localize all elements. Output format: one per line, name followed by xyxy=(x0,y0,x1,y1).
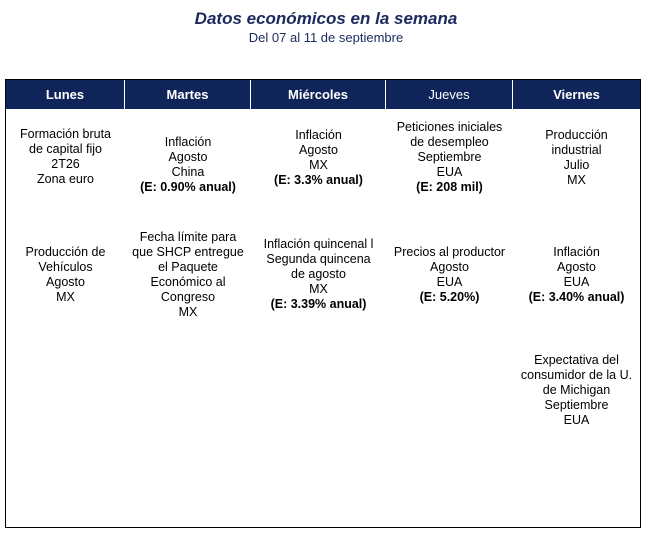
event-line: Producción xyxy=(545,128,608,142)
event-line: Agosto xyxy=(430,260,469,274)
event-line: China xyxy=(171,165,205,179)
header-lunes: Lunes xyxy=(6,80,125,109)
event-line: MX xyxy=(178,305,198,319)
event-line: EUA xyxy=(436,165,463,179)
event-line: MX xyxy=(567,173,586,187)
event-line: Precios al productor xyxy=(393,245,506,259)
event-viernes-1: Producción industrial Julio MX xyxy=(513,128,640,188)
event-line: de desempleo xyxy=(410,135,489,149)
header-martes: Martes xyxy=(125,80,251,109)
event-line: Congreso xyxy=(160,290,216,304)
event-estimate: (E: 0.90% anual) xyxy=(140,180,236,194)
page-subtitle: Del 07 al 11 de septiembre xyxy=(248,30,404,45)
event-line: Julio xyxy=(563,158,590,172)
event-line: MX xyxy=(309,282,328,296)
event-jueves-2: Precios al productor Agosto EUA (E: 5.20… xyxy=(386,245,513,305)
event-line: Agosto xyxy=(168,150,208,164)
event-estimate: (E: 3.39% anual) xyxy=(270,297,367,311)
event-line: EUA xyxy=(563,275,590,289)
page-title: Datos económicos en la semana xyxy=(194,9,458,28)
event-estimate: (E: 3.3% anual) xyxy=(274,173,363,187)
event-miercoles-1: Inflación Agosto MX (E: 3.3% anual) xyxy=(251,128,386,188)
event-line: MX xyxy=(309,158,328,172)
event-lunes-2: Producción de Vehículos Agosto MX xyxy=(6,245,125,305)
event-line: EUA xyxy=(436,275,463,289)
event-line: Formación bruta xyxy=(19,127,111,141)
header-viernes: Viernes xyxy=(553,87,600,102)
event-viernes-2: Inflación Agosto EUA (E: 3.40% anual) xyxy=(513,245,640,305)
event-line: Inflación xyxy=(295,128,342,142)
event-line: Inflación xyxy=(553,245,600,259)
event-martes-2: Fecha límite para que SHCP entregue el P… xyxy=(125,230,251,320)
event-line: industrial xyxy=(551,143,602,157)
event-line: de agosto xyxy=(291,267,346,281)
event-line: Económico al xyxy=(150,275,226,289)
event-lunes-1: Formación bruta de capital fijo 2T26 Zon… xyxy=(6,127,125,187)
event-line: de capital fijo xyxy=(29,142,102,156)
event-line: de Michigan xyxy=(542,383,611,397)
event-line: 2T26 xyxy=(51,157,80,171)
event-line: Peticiones iniciales xyxy=(396,120,503,134)
event-line: Expectativa del xyxy=(534,353,619,367)
event-estimate: (E: 5.20%) xyxy=(419,290,480,304)
event-line: Agosto xyxy=(46,275,85,289)
event-viernes-3: Expectativa del consumidor de la U. de M… xyxy=(513,353,640,428)
event-estimate: (E: 3.40% anual) xyxy=(528,290,625,304)
event-line: Agosto xyxy=(299,143,338,157)
header-miercoles: Miércoles xyxy=(251,80,386,109)
header-jueves: Jueves xyxy=(386,80,513,109)
event-line: Agosto xyxy=(557,260,596,274)
event-line: Inflación xyxy=(164,135,212,149)
event-line: Septiembre xyxy=(544,398,609,412)
event-line: Septiembre xyxy=(417,150,482,164)
weekly-calendar-table: Lunes Martes Miércoles Jueves Viernes Fo… xyxy=(5,79,641,528)
event-line: Fecha límite para xyxy=(139,230,237,244)
event-line: consumidor de la U. xyxy=(520,368,633,382)
event-line: MX xyxy=(56,290,75,304)
event-jueves-1: Peticiones iniciales de desempleo Septie… xyxy=(386,120,513,195)
event-miercoles-2: Inflación quincenal l Segunda quincena d… xyxy=(251,237,386,312)
event-line: Producción de xyxy=(25,245,106,259)
event-line: Inflación quincenal l xyxy=(263,237,374,251)
event-martes-1: Inflación Agosto China (E: 0.90% anual) xyxy=(125,135,251,195)
event-line: el Paquete xyxy=(158,260,218,274)
table-header-row: Lunes Martes Miércoles Jueves Viernes xyxy=(6,80,640,109)
event-line: Vehículos xyxy=(38,260,93,274)
event-line: que SHCP entregue xyxy=(132,245,244,259)
event-estimate: (E: 208 mil) xyxy=(416,180,483,194)
event-line: EUA xyxy=(563,413,590,427)
event-line: Segunda quincena xyxy=(266,252,371,266)
event-line: Zona euro xyxy=(37,172,94,186)
